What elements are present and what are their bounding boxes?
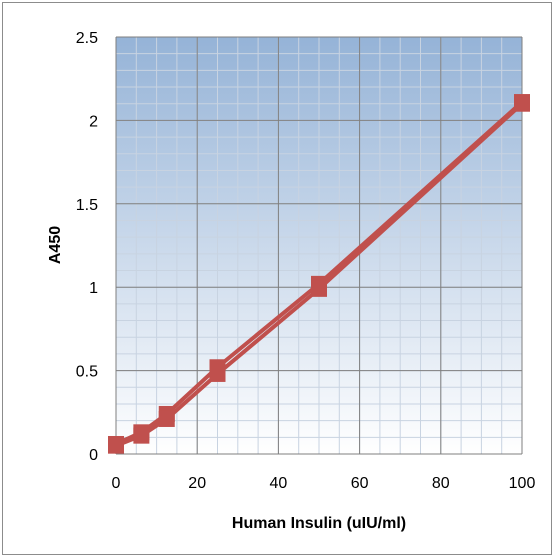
x-axis-title: Human Insulin (uIU/ml) [232, 515, 406, 532]
x-tick-label: 20 [188, 475, 206, 492]
x-axis-tick-labels: 0 20 40 60 80 100 [112, 475, 536, 492]
data-point-marker [514, 95, 530, 112]
y-axis-title: A450 [47, 226, 64, 264]
x-tick-label: 100 [509, 475, 536, 492]
x-tick-label: 80 [432, 475, 450, 492]
data-point-marker [108, 437, 124, 454]
y-tick-label: 1.5 [76, 197, 98, 214]
y-axis-tick-labels: 0 0.5 1 1.5 2 2.5 [76, 30, 98, 464]
y-tick-label: 2.5 [76, 30, 98, 47]
y-tick-label: 0 [89, 447, 98, 464]
data-point-marker [158, 410, 175, 427]
x-tick-label: 0 [112, 475, 121, 492]
y-tick-label: 2 [89, 113, 98, 130]
data-point-marker [311, 280, 327, 297]
series-markers [108, 94, 530, 454]
x-tick-label: 60 [351, 475, 369, 492]
data-point-marker [133, 427, 150, 444]
data-point-marker [209, 365, 226, 382]
minor-gridlines [115, 36, 523, 455]
x-tick-label: 40 [270, 475, 288, 492]
y-tick-label: 1 [89, 280, 98, 297]
y-tick-label: 0.5 [76, 364, 98, 381]
